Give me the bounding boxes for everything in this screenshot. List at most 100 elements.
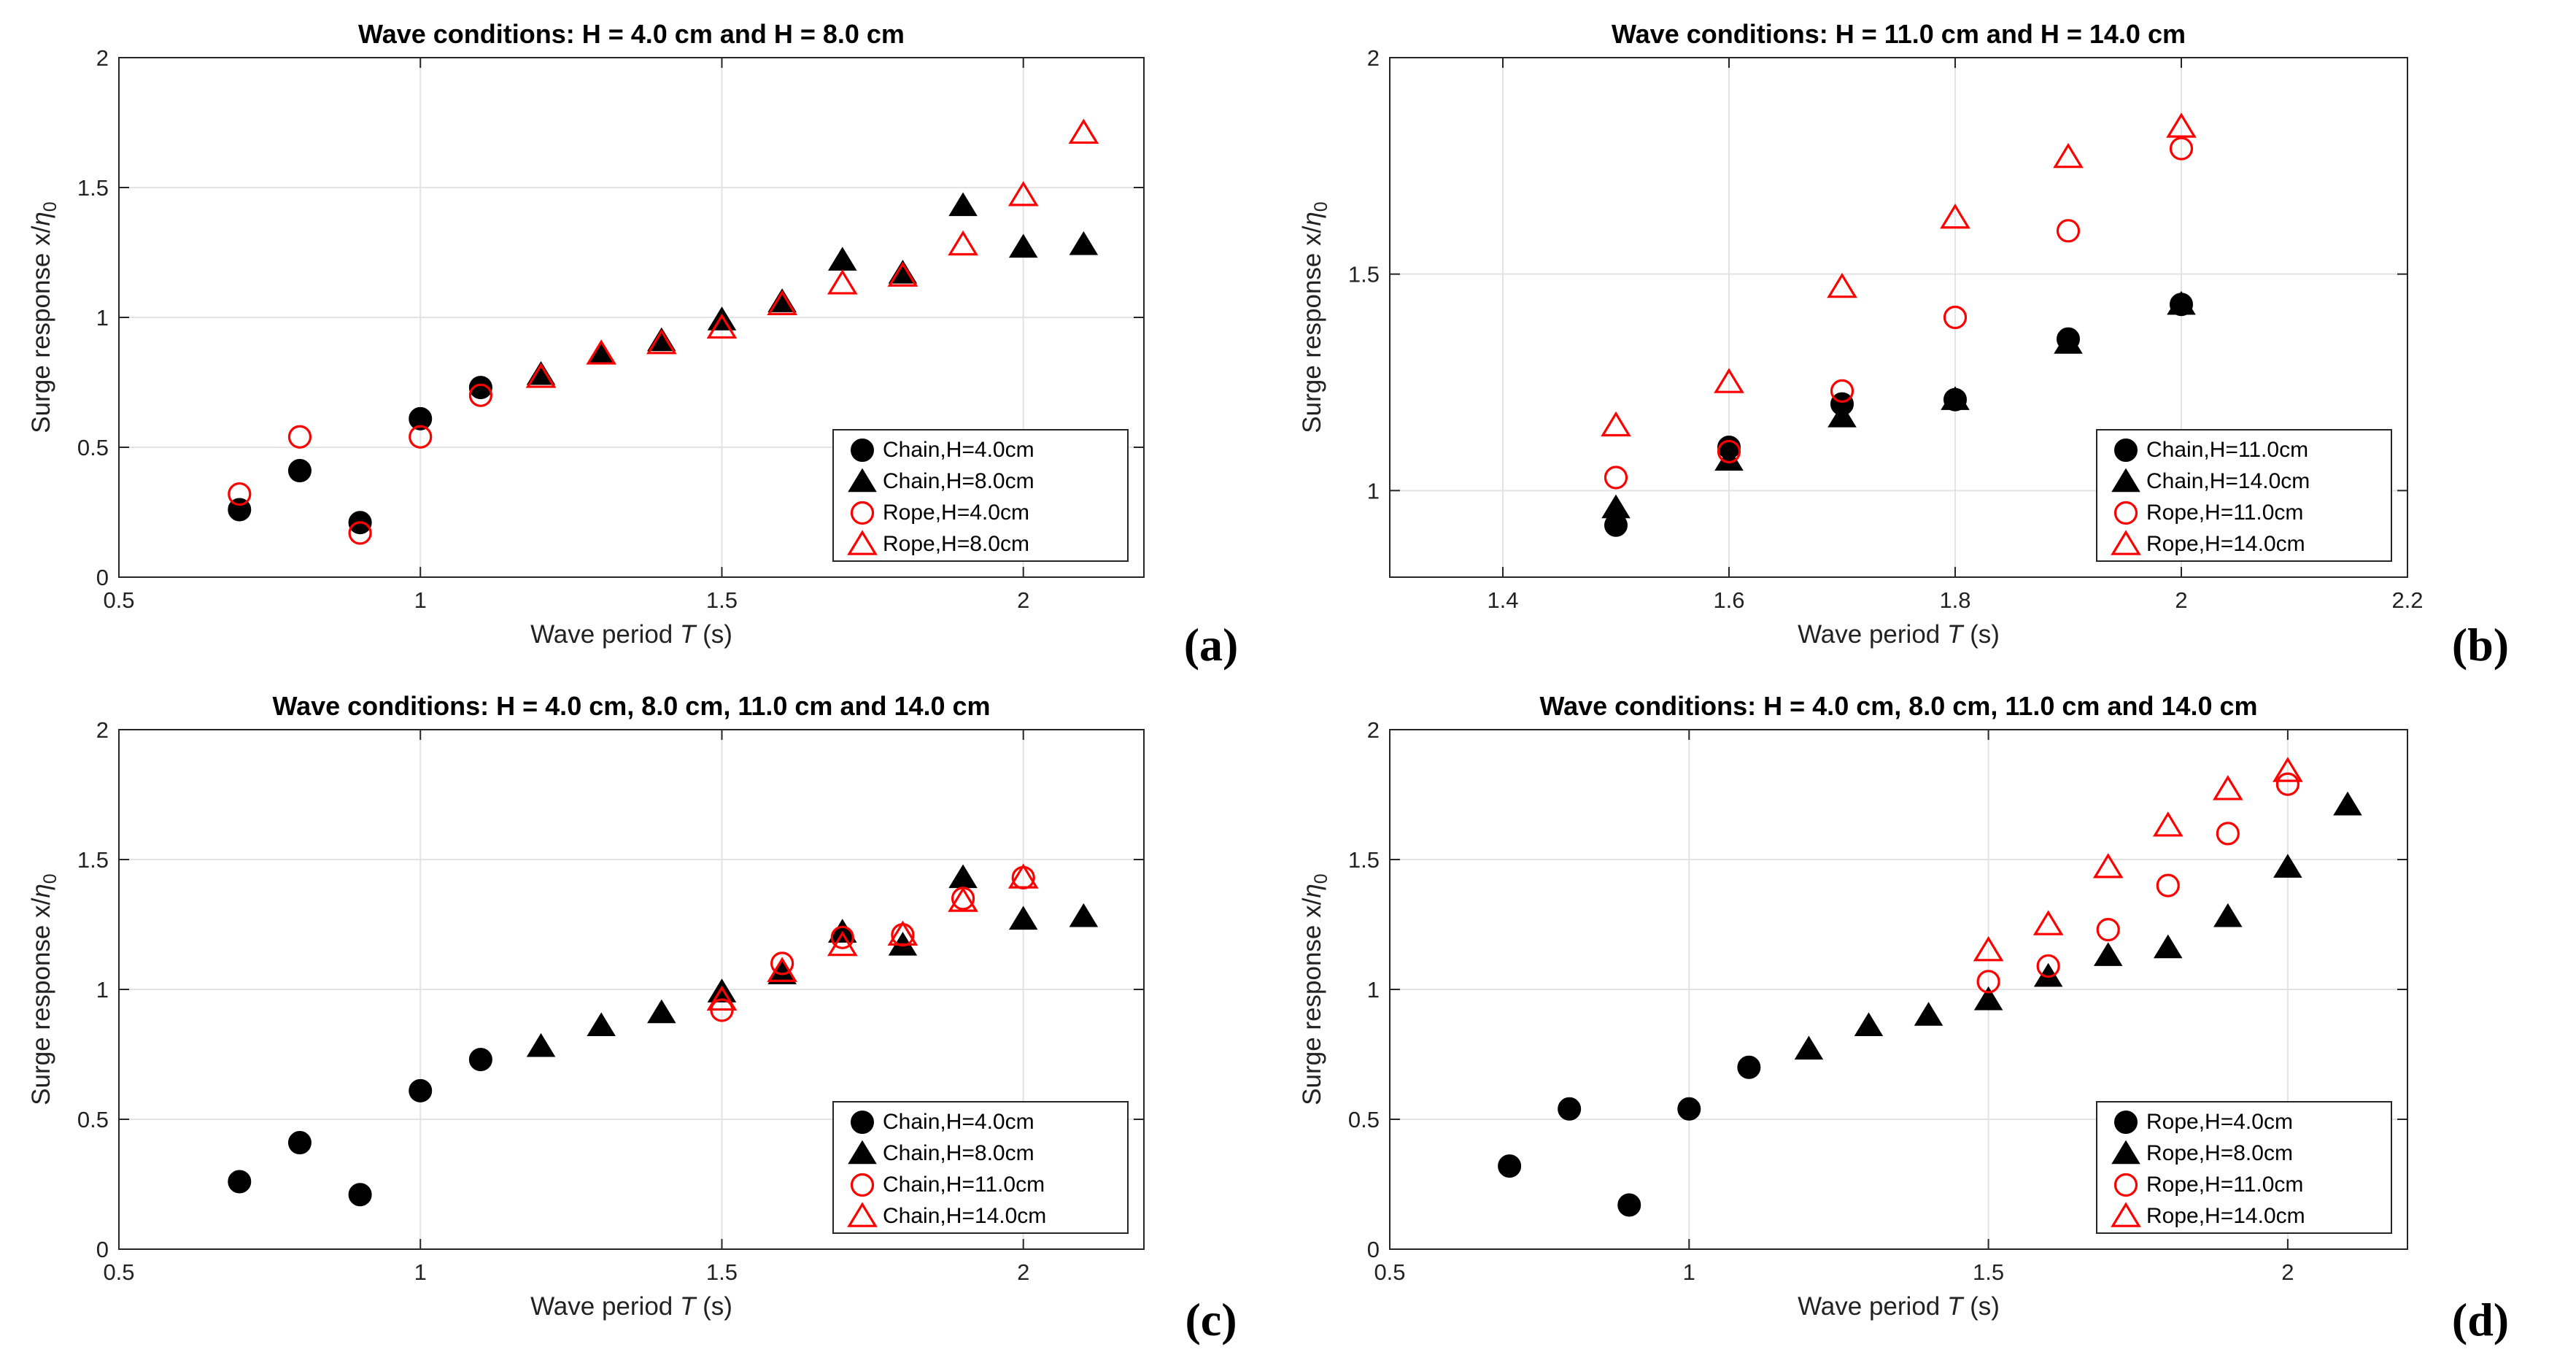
data-point: [468, 1048, 492, 1072]
legend: Rope,H=4.0cm Rope,H=8.0cm Rope,H=11.0cm Rop…: [2096, 1101, 2392, 1234]
y-axis-label: Surge response x/η0: [1298, 201, 1331, 433]
x-axis-label: Wave period T (s): [530, 1292, 732, 1321]
chart-panel: 1.4 1.6 1.8 2 2.2 1 1.5 2 Wave conditions: H = 1…: [1298, 19, 2509, 671]
x-tick-label: 1.8: [1939, 587, 1970, 613]
legend-marker: [2111, 530, 2141, 555]
legend-marker: [851, 439, 874, 462]
legend-marker: [848, 1140, 877, 1165]
legend-label: Chain,H=14.0cm: [2146, 469, 2310, 493]
legend-label: Chain,H=11.0cm: [2146, 438, 2308, 462]
y-tick-label: 1: [96, 977, 109, 1003]
data-point: [1069, 231, 1099, 255]
data-point: [1604, 466, 1628, 490]
y-tick-label: 1.5: [77, 847, 109, 873]
data-point: [1069, 903, 1099, 927]
data-point: [1854, 1012, 1884, 1037]
data-point: [1714, 368, 1744, 393]
data-series: [1973, 757, 2303, 962]
data-point: [1601, 411, 1631, 437]
data-point: [2333, 791, 2362, 816]
legend-marker: [2114, 439, 2138, 462]
data-series: [706, 863, 1039, 1011]
data-point: [348, 1183, 372, 1207]
data-point: [2053, 142, 2084, 169]
y-tick-label: 2: [96, 45, 109, 71]
data-point: [228, 1170, 252, 1194]
data-series: [1976, 772, 2300, 994]
data-point: [468, 383, 492, 407]
x-tick-label: 2: [2175, 587, 2187, 613]
x-tick-label: 2: [2281, 1259, 2294, 1285]
data-series: [228, 1048, 492, 1207]
legend-marker: [2114, 1111, 2138, 1134]
data-point: [409, 1078, 433, 1103]
data-point: [287, 459, 312, 483]
legend-marker: [851, 1111, 874, 1134]
y-tick-label: 0.5: [77, 1107, 109, 1132]
data-point: [526, 1032, 556, 1057]
data-point: [526, 360, 556, 385]
data-point: [586, 339, 617, 365]
x-axis-label: Wave period T (s): [1798, 620, 2000, 649]
data-point: [2096, 918, 2120, 942]
legend-label: Chain,H=14.0cm: [883, 1204, 1046, 1228]
legend-marker: [2113, 1173, 2138, 1197]
y-tick-label: 0.5: [1348, 1107, 1380, 1132]
data-point: [287, 425, 312, 449]
data-point: [1601, 494, 1631, 519]
data-point: [770, 951, 794, 976]
data-point: [2167, 290, 2196, 315]
data-point: [948, 230, 978, 256]
y-axis-label: Surge response x/η0: [27, 873, 61, 1105]
x-tick-label: 1: [1683, 1259, 1695, 1285]
legend-label: Rope,H=11.0cm: [2146, 1173, 2303, 1197]
x-tick-label: 2.2: [2391, 587, 2423, 613]
legend-label: Chain,H=8.0cm: [883, 1141, 1034, 1165]
data-series: [526, 864, 1099, 1057]
y-tick-label: 2: [1367, 717, 1380, 743]
data-series: [1794, 791, 2362, 1060]
data-point: [887, 920, 918, 946]
data-point: [2166, 112, 2197, 138]
legend-marker: [847, 530, 878, 555]
data-point: [827, 930, 858, 957]
x-axis-label: Wave period T (s): [1798, 1292, 2000, 1321]
data-point: [1914, 1002, 1943, 1026]
data-point: [348, 521, 372, 545]
x-tick-label: 1.5: [706, 587, 738, 613]
data-point: [1737, 1055, 1761, 1079]
data-point: [827, 269, 858, 295]
panel-label: (c): [1185, 1294, 1237, 1345]
data-point: [2093, 942, 2123, 966]
legend-label: Rope,H=14.0cm: [2146, 1204, 2305, 1228]
data-point: [287, 1131, 312, 1155]
x-tick-label: 2: [1017, 1259, 1029, 1285]
data-point: [2056, 219, 2081, 243]
data-point: [1794, 1035, 1824, 1060]
legend-marker: [2113, 501, 2138, 525]
legend-label: Rope,H=4.0cm: [883, 501, 1029, 525]
legend-label: Chain,H=11.0cm: [883, 1173, 1045, 1197]
data-point: [228, 482, 252, 506]
data-point: [587, 1012, 616, 1037]
panel-label: (b): [2452, 619, 2509, 671]
data-point: [2032, 910, 2064, 935]
y-tick-label: 1.5: [1348, 262, 1380, 287]
x-tick-label: 1.5: [1973, 1259, 2004, 1285]
x-tick-label: 1.6: [1713, 587, 1744, 613]
legend-label: Rope,H=11.0cm: [2146, 501, 2303, 525]
data-point: [1558, 1097, 1582, 1121]
data-point: [2273, 854, 2302, 878]
legend-label: Rope,H=14.0cm: [2146, 532, 2305, 556]
y-axis-label: Surge response x/η0: [1298, 873, 1331, 1105]
data-point: [647, 999, 676, 1024]
y-tick-label: 2: [96, 717, 109, 743]
data-point: [1940, 203, 1970, 229]
data-point: [767, 288, 797, 312]
legend-box: [2096, 429, 2392, 562]
data-point: [2169, 136, 2194, 161]
data-point: [409, 425, 433, 449]
legend: Chain,H=11.0cm Chain,H=14.0cm Rope,H=11.0c…: [2096, 429, 2392, 562]
